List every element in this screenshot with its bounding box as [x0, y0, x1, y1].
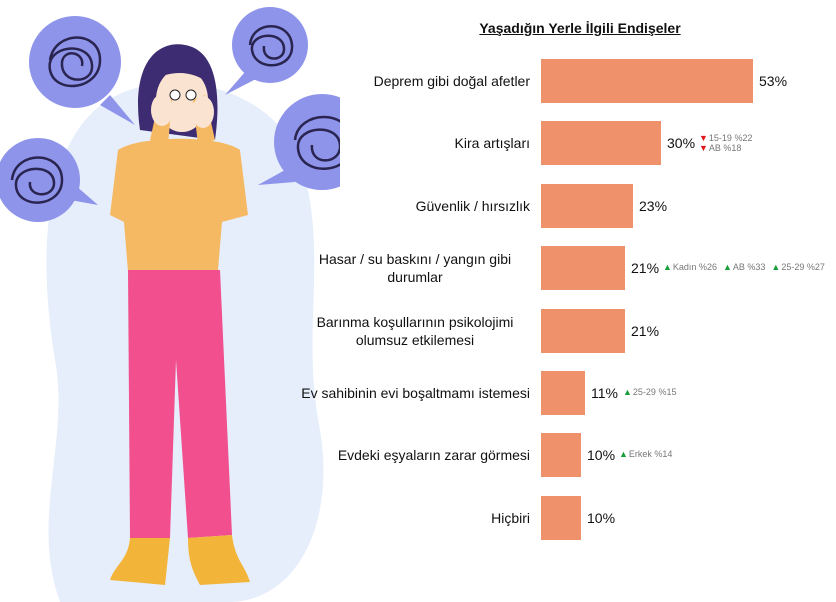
bubble-tail — [70, 185, 98, 205]
annotation-text: Erkek %14 — [628, 449, 673, 460]
pants — [128, 270, 232, 538]
trend-arrow: ▲ — [619, 449, 628, 460]
category-label-box: Kira artışları — [300, 121, 530, 165]
annotation: ▼AB %18 — [699, 143, 752, 153]
scribble — [48, 36, 102, 88]
category-label: Ev sahibinin evi boşaltmamı istemesi — [301, 385, 530, 401]
annotation-text: 15-19 %22 — [708, 133, 753, 144]
category-label-box: Hiçbiri — [300, 496, 530, 540]
bubble-tail — [225, 72, 258, 95]
annotation: ▲Erkek %14 — [619, 449, 672, 459]
sweater — [110, 138, 248, 272]
trend-arrow: ▼ — [699, 143, 708, 154]
annotation-group: ▼15-19 %22 ▼AB %18 — [699, 133, 752, 153]
bar — [541, 433, 581, 478]
bar — [541, 183, 633, 228]
bar — [541, 308, 625, 353]
annotation: ▲25-29 %27 — [771, 262, 824, 272]
annotation: ▲AB %33 — [723, 262, 765, 272]
category-label: Deprem gibi doğal afetler — [373, 73, 530, 89]
annotation: ▲Kadın %26 — [663, 262, 717, 272]
eye — [169, 89, 181, 101]
annotation-group: ▲25-29 %15 — [623, 387, 676, 397]
annotation-text: 25-29 %27 — [781, 262, 825, 273]
value-label: 10% — [587, 447, 616, 464]
chart-title: Yaşadığın Yerle İlgili Endişeler — [479, 20, 681, 36]
bubble — [232, 7, 308, 83]
annotation: ▲25-29 %15 — [623, 387, 676, 397]
bubble — [0, 138, 80, 222]
annotation-text: Kadın %26 — [672, 262, 717, 273]
category-label: Evdeki eşyaların zarar görmesi — [337, 447, 530, 464]
category-label: Hiçbiri — [491, 509, 530, 526]
bangs — [155, 61, 210, 85]
trend-arrow: ▼ — [699, 133, 708, 144]
category-label-box: Evdeki eşyaların zarar görmesi — [300, 433, 530, 477]
hand — [151, 94, 173, 126]
category-label-box: Barınma koşullarının psikolojimi olumsuz… — [300, 309, 530, 353]
value-label: 21% — [631, 322, 660, 339]
scribble — [248, 25, 294, 67]
category-label: Barınma koşullarının psikolojimi olumsuz… — [316, 313, 514, 348]
annotation: ▼15-19 %22 — [699, 133, 752, 143]
bubble-tail — [100, 95, 135, 125]
trend-arrow: ▲ — [623, 387, 632, 397]
category-label-box: Güvenlik / hırsızlık — [300, 184, 530, 228]
bar — [541, 246, 625, 291]
illustration — [0, 7, 340, 602]
category-label: Güvenlik / hırsızlık — [415, 197, 530, 214]
value-label: 30% — [667, 135, 696, 152]
shoe — [188, 535, 250, 585]
value-label: 21% — [631, 260, 660, 277]
category-label-box: Hasar / su baskını / yangın gibi durumla… — [300, 246, 530, 290]
bar — [541, 121, 661, 166]
category-label: Kira artışları — [454, 135, 530, 152]
trend-arrow: ▲ — [722, 262, 732, 273]
trend-arrow: ▲ — [663, 262, 672, 273]
category-label-box: Deprem gibi doğal afetler — [300, 59, 530, 103]
trend-arrow: ▲ — [771, 262, 781, 273]
shoe — [110, 538, 170, 585]
annotation-text: AB %18 — [708, 143, 742, 154]
value-label: 11% — [591, 385, 618, 401]
annotation-group: ▲Erkek %14 — [619, 449, 672, 459]
annotation-group: ▲Kadın %26 ▲AB %33 ▲25-29 %27 — [663, 262, 825, 272]
bar — [541, 371, 585, 415]
scribble — [10, 156, 64, 204]
bubble-tail — [258, 170, 295, 185]
category-label: Hasar / su baskını / yangın gibi durumla… — [318, 251, 512, 286]
value-label: 53% — [759, 73, 788, 89]
eye — [185, 89, 197, 101]
annotation-text: AB %33 — [732, 262, 766, 273]
annotation-text: 25-29 %15 — [632, 387, 677, 397]
value-label: 10% — [587, 509, 616, 526]
value-label: 23% — [639, 197, 668, 214]
category-label-box: Ev sahibinin evi boşaltmamı istemesi — [300, 371, 530, 415]
bar — [541, 59, 753, 103]
hand — [192, 96, 214, 128]
bubble — [29, 16, 121, 108]
scribble — [293, 115, 340, 170]
bar — [541, 495, 581, 540]
